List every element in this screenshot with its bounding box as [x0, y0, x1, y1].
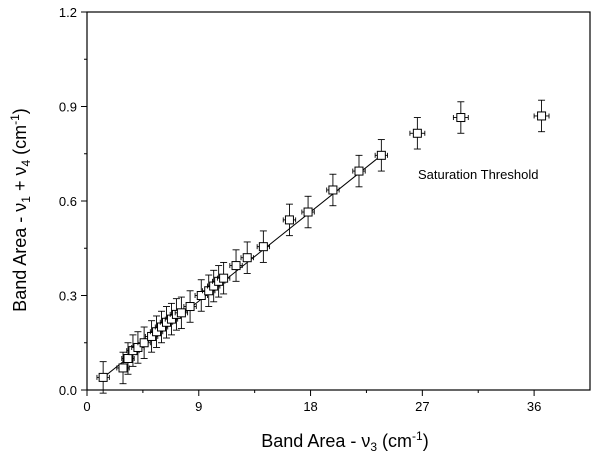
x-axis-title-prefix: Band Area -	[261, 431, 361, 451]
data-point	[301, 195, 315, 229]
data-point	[169, 298, 184, 331]
data-point	[533, 99, 550, 133]
y-tick-label: 0.6	[59, 194, 77, 209]
data-point	[137, 326, 151, 359]
square-marker	[209, 281, 219, 291]
y-axis-title-symbol-1: ν	[10, 203, 30, 212]
data-point	[374, 139, 389, 172]
x-tick-label: 18	[303, 399, 317, 414]
data-point	[183, 290, 197, 323]
data-point	[452, 101, 469, 134]
x-tick-label: 36	[527, 399, 541, 414]
y-axis-title-symbol-2: ν	[10, 167, 30, 176]
data-points-layer	[96, 99, 550, 394]
tick-labels: 0 9 18 27 36 0.0 0.3 0.6 0.9 1.2	[59, 5, 541, 414]
square-marker	[166, 314, 176, 324]
data-point	[216, 261, 231, 295]
data-point	[174, 296, 189, 330]
x-axis-title: Band Area - ν3 (cm-1)	[261, 429, 428, 454]
y-axis-title-subscript-1: 1	[19, 196, 33, 203]
square-marker	[204, 286, 214, 296]
square-marker	[303, 207, 313, 217]
square-marker	[328, 185, 338, 195]
y-axis-title-unit: (cm	[10, 125, 30, 160]
data-point	[409, 117, 426, 150]
square-marker	[98, 372, 108, 382]
square-marker	[139, 338, 149, 348]
square-marker	[537, 111, 547, 121]
data-point	[282, 203, 297, 237]
saturation-threshold-annotation: Saturation Threshold	[418, 167, 538, 182]
x-tick-label: 0	[83, 399, 90, 414]
y-axis-title-superscript: -1	[8, 114, 22, 125]
data-point	[121, 342, 135, 375]
y-tick-label: 0.3	[59, 289, 77, 304]
y-axis-title-subscript-2: 4	[19, 160, 33, 167]
y-tick-label: 1.2	[59, 5, 77, 20]
data-point	[202, 274, 216, 307]
square-marker	[118, 363, 128, 373]
x-tick-label: 9	[195, 399, 202, 414]
data-point	[149, 315, 164, 348]
square-marker	[376, 150, 386, 160]
square-marker	[147, 331, 157, 341]
data-point	[352, 154, 366, 188]
square-marker	[196, 291, 206, 300]
square-marker	[258, 242, 268, 252]
data-point	[96, 361, 110, 394]
data-point	[326, 173, 340, 207]
x-axis-title-superscript: -1	[412, 429, 423, 443]
square-marker	[354, 166, 364, 176]
square-marker	[185, 302, 195, 312]
square-marker	[242, 253, 252, 263]
x-axis-title-symbol: ν	[361, 431, 370, 451]
y-axis-title: Band Area - ν1 + ν4 (cm-1)	[8, 108, 33, 312]
square-marker	[456, 113, 466, 123]
x-axis-title-unit: (cm	[377, 431, 412, 451]
square-marker	[152, 327, 162, 337]
data-point	[240, 241, 254, 274]
square-marker	[284, 215, 294, 225]
data-point	[144, 320, 159, 353]
square-marker	[231, 261, 241, 271]
data-point	[229, 249, 243, 282]
tick-marks	[81, 11, 535, 396]
y-axis-title-plus: +	[10, 176, 30, 197]
x-tick-label: 27	[415, 399, 429, 414]
data-point	[116, 351, 130, 385]
y-tick-label: 0.9	[59, 100, 77, 115]
square-marker	[176, 308, 186, 318]
data-point	[164, 302, 179, 336]
x-axis-title-unit-close: )	[423, 431, 429, 451]
square-marker	[219, 273, 229, 283]
x-axis-title-subscript: 3	[370, 440, 377, 454]
square-marker	[157, 322, 167, 332]
data-point	[154, 310, 169, 344]
y-axis-title-prefix: Band Area -	[10, 212, 30, 312]
y-axis-title-unit-close: )	[10, 108, 30, 114]
data-point	[256, 230, 271, 263]
square-marker	[412, 128, 422, 138]
y-tick-label: 0.0	[59, 383, 77, 398]
square-marker	[123, 354, 133, 363]
